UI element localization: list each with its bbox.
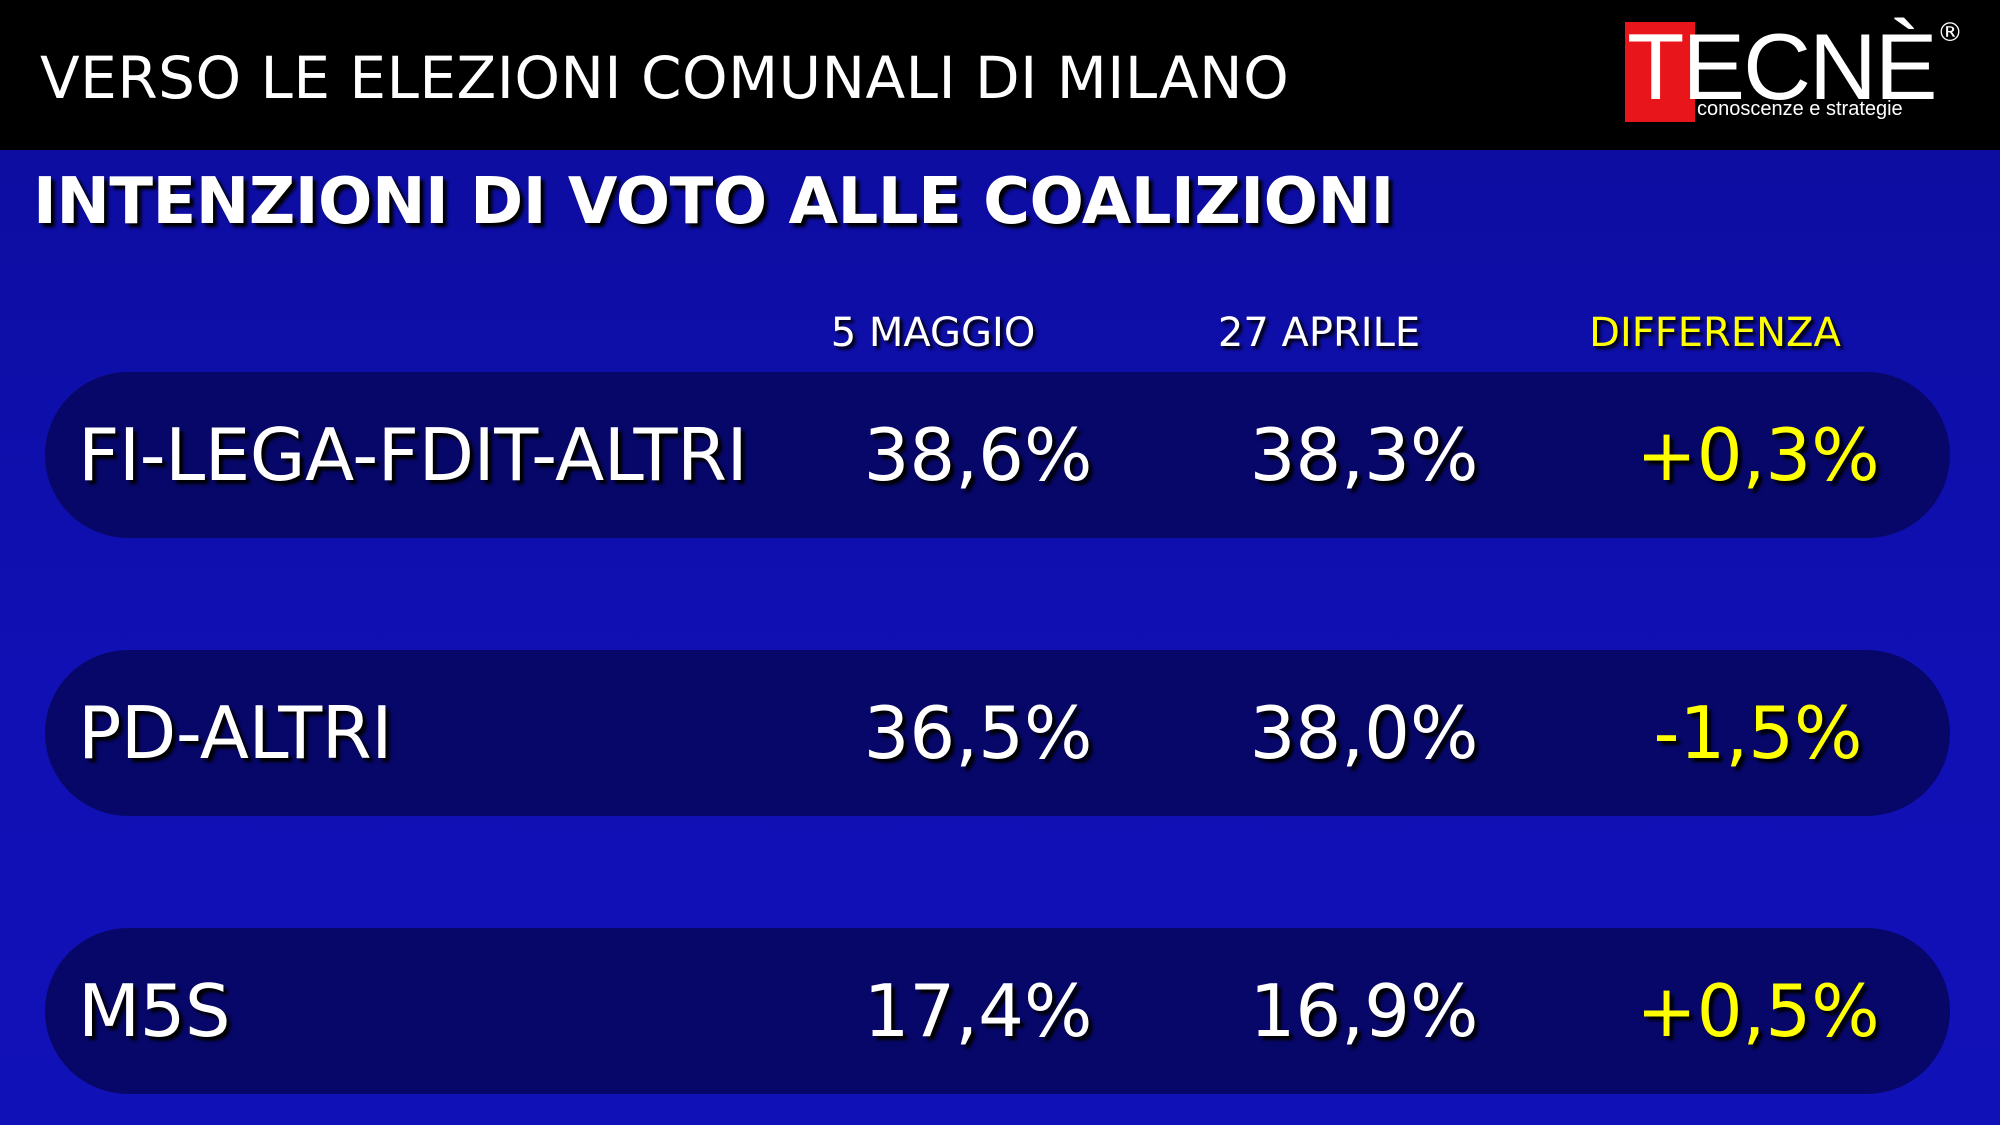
page-subtitle: INTENZIONI DI VOTO ALLE COALIZIONI bbox=[33, 165, 1394, 239]
coalition-label: FI-LEGA-FDIT-ALTRI bbox=[78, 413, 748, 497]
logo-wordmark: TECNÈ bbox=[1627, 14, 1938, 119]
value-previous: 16,9% bbox=[1249, 969, 1479, 1053]
header-bar: VERSO LE ELEZIONI COMUNALI DI MILANO TEC… bbox=[0, 0, 2000, 150]
coalition-row: M5S 17,4% 16,9% +0,5% bbox=[45, 928, 1950, 1094]
logo-red-block bbox=[1625, 22, 1695, 122]
coalition-label: PD-ALTRI bbox=[78, 691, 392, 775]
coalition-label: M5S bbox=[78, 969, 231, 1053]
tecne-logo: TECNÈ ® conoscenze e strategie bbox=[1625, 18, 1965, 130]
registered-mark: ® bbox=[1937, 18, 1963, 48]
value-difference: -1,5% bbox=[1653, 691, 1863, 775]
logo-tagline: conoscenze e strategie bbox=[1697, 98, 1903, 120]
value-current: 36,5% bbox=[863, 691, 1093, 775]
coalition-row: FI-LEGA-FDIT-ALTRI 38,6% 38,3% +0,3% bbox=[45, 372, 1950, 538]
value-current: 17,4% bbox=[863, 969, 1093, 1053]
value-previous: 38,3% bbox=[1249, 413, 1479, 497]
column-header-difference: DIFFERENZA bbox=[1589, 310, 1841, 356]
value-current: 38,6% bbox=[863, 413, 1093, 497]
value-difference: +0,3% bbox=[1636, 413, 1880, 497]
header-title: VERSO LE ELEZIONI COMUNALI DI MILANO bbox=[40, 44, 1290, 112]
value-difference: +0,5% bbox=[1636, 969, 1880, 1053]
column-header-current: 5 MAGGIO bbox=[830, 310, 1036, 356]
column-header-previous: 27 APRILE bbox=[1217, 310, 1421, 356]
value-previous: 38,0% bbox=[1249, 691, 1479, 775]
coalition-row: PD-ALTRI 36,5% 38,0% -1,5% bbox=[45, 650, 1950, 816]
